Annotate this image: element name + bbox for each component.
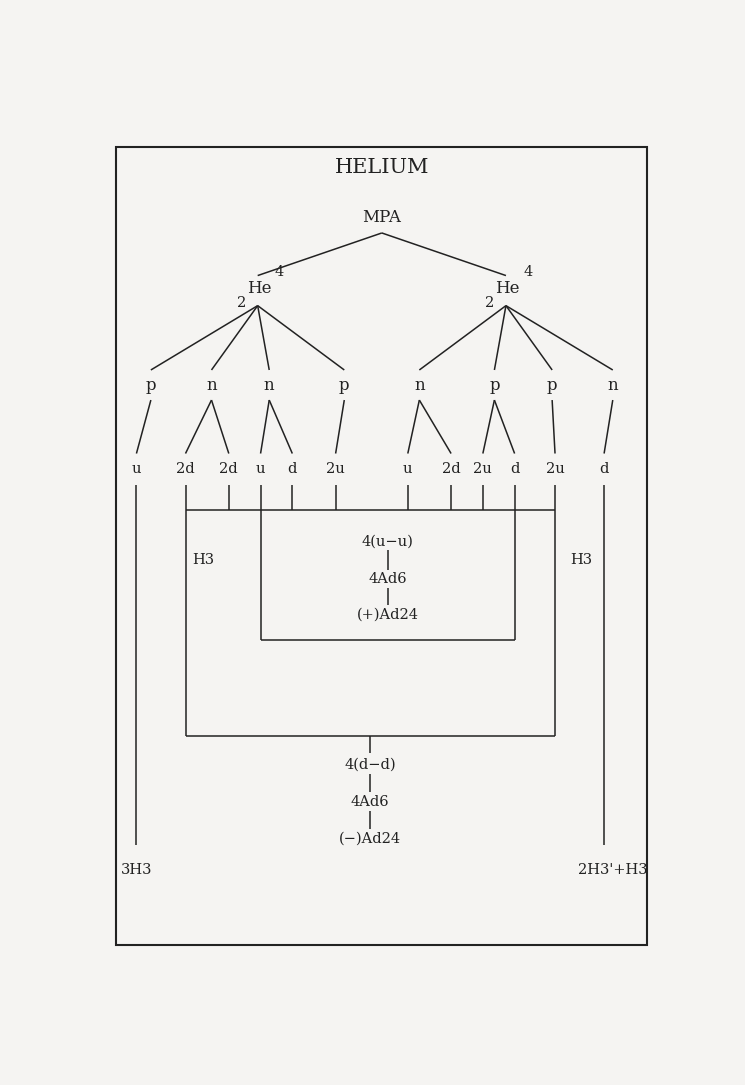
Text: 4(u−u): 4(u−u): [361, 534, 413, 548]
Text: u: u: [403, 461, 413, 475]
Text: d: d: [510, 461, 519, 475]
Text: u: u: [256, 461, 265, 475]
Text: 3H3: 3H3: [121, 863, 152, 877]
Text: 4: 4: [275, 265, 285, 279]
Text: d: d: [600, 461, 609, 475]
Text: (−)Ad24: (−)Ad24: [339, 832, 402, 845]
Text: 2u: 2u: [326, 461, 345, 475]
Text: H3: H3: [570, 553, 592, 567]
Text: 4Ad6: 4Ad6: [351, 795, 390, 809]
Text: 2: 2: [485, 296, 495, 310]
Text: 2d: 2d: [442, 461, 460, 475]
Text: n: n: [206, 376, 217, 394]
Text: 2d: 2d: [220, 461, 238, 475]
Text: p: p: [489, 376, 500, 394]
Text: 4Ad6: 4Ad6: [368, 572, 407, 586]
Text: HELIUM: HELIUM: [335, 158, 429, 177]
Text: He: He: [495, 280, 519, 297]
Text: 2d: 2d: [176, 461, 194, 475]
Text: 4(d−d): 4(d−d): [344, 758, 396, 773]
Text: 2u: 2u: [474, 461, 492, 475]
Text: 2u: 2u: [545, 461, 565, 475]
Text: (+)Ad24: (+)Ad24: [357, 608, 419, 622]
Text: n: n: [414, 376, 425, 394]
Text: p: p: [547, 376, 557, 394]
Text: MPA: MPA: [362, 209, 402, 227]
Text: n: n: [264, 376, 275, 394]
Text: 4: 4: [523, 265, 533, 279]
Text: He: He: [247, 280, 271, 297]
FancyBboxPatch shape: [116, 146, 647, 945]
Text: 2: 2: [237, 296, 246, 310]
Text: H3: H3: [191, 553, 214, 567]
Text: p: p: [339, 376, 349, 394]
Text: n: n: [607, 376, 618, 394]
Text: 2H3'+H3: 2H3'+H3: [578, 863, 647, 877]
Text: d: d: [288, 461, 297, 475]
Text: u: u: [132, 461, 142, 475]
Text: p: p: [145, 376, 156, 394]
